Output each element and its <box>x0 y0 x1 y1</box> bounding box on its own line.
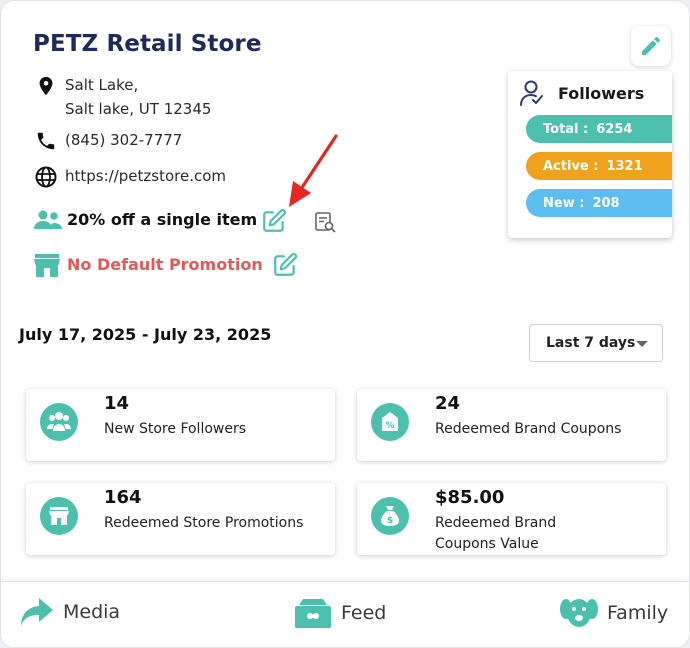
new-value: 208 <box>592 195 620 211</box>
stat-value: $85.00 <box>435 487 505 508</box>
promotion-text: 20% off a single item <box>67 210 258 229</box>
svg-text:%: % <box>385 421 394 431</box>
pet-bowl-icon <box>295 599 331 628</box>
address-row: Salt Lake, Salt lake, UT 12345 <box>33 73 211 121</box>
phone-icon <box>33 128 59 154</box>
bottom-nav: Media Feed Family <box>1 581 689 647</box>
people-group-icon <box>40 403 78 441</box>
edit-store-button[interactable] <box>631 26 671 66</box>
date-range: July 17, 2025 - July 23, 2025 <box>19 325 272 344</box>
edit-promotion-button[interactable] <box>261 208 287 238</box>
svg-text:$: $ <box>387 516 393 526</box>
nav-media[interactable]: Media <box>19 596 120 628</box>
phone-number[interactable]: (845) 302-7777 <box>65 131 183 149</box>
stat-card-new-followers: 14 New Store Followers <box>26 389 335 461</box>
stat-label: Redeemed Store Promotions <box>104 515 304 531</box>
phone-row: (845) 302-7777 <box>33 128 182 154</box>
followers-active-pill: Active : 1321 <box>526 152 672 180</box>
active-value: 1321 <box>606 158 643 174</box>
nav-family-label: Family <box>607 602 669 624</box>
edit-default-promotion-button[interactable] <box>272 252 298 282</box>
view-promotion-details-button[interactable] <box>313 210 337 238</box>
address-line1: Salt Lake, <box>65 76 139 94</box>
storefront-icon <box>40 497 78 535</box>
dog-face-icon <box>560 599 598 627</box>
store-name: PETZ Retail Store <box>33 31 262 57</box>
default-promotion-text: No Default Promotion <box>67 255 263 274</box>
money-bag-icon: $ <box>371 497 409 535</box>
share-arrow-icon <box>21 598 53 626</box>
stat-label: Redeemed Brand Coupons <box>435 421 622 437</box>
website-link[interactable]: https://petzstore.com <box>65 167 227 185</box>
edit-icon <box>274 253 297 276</box>
chevron-down-icon <box>636 341 648 347</box>
new-label: New : <box>543 195 585 211</box>
nav-family[interactable]: Family <box>559 596 668 630</box>
followers-card: Followers Total : 6254 Active : 1321 New… <box>508 71 672 238</box>
nav-feed-label: Feed <box>341 602 387 624</box>
annotation-arrow-icon <box>289 134 338 207</box>
promotion-row: 20% off a single item <box>33 207 257 233</box>
globe-icon <box>33 164 59 190</box>
followers-new-pill: New : 208 <box>526 189 672 217</box>
edit-icon <box>263 209 286 232</box>
storefront-icon <box>33 252 61 278</box>
coupon-tag-icon: % <box>371 403 409 441</box>
stat-value: 14 <box>104 393 130 414</box>
total-label: Total : <box>543 121 589 137</box>
period-select-value: Last 7 days <box>546 335 636 351</box>
stat-card-store-promotions: 164 Redeemed Store Promotions <box>26 483 335 555</box>
total-value: 6254 <box>596 121 633 137</box>
location-pin-icon <box>33 73 59 99</box>
address-line2: Salt lake, UT 12345 <box>65 100 212 118</box>
followers-title: Followers <box>558 83 645 103</box>
followers-total-pill: Total : 6254 <box>526 115 672 143</box>
pencil-icon <box>642 36 661 55</box>
stat-value: 164 <box>104 487 142 508</box>
website-row: https://petzstore.com <box>33 164 226 190</box>
stat-value: 24 <box>435 393 461 414</box>
stat-card-brand-coupons: % 24 Redeemed Brand Coupons <box>357 389 666 461</box>
people-icon <box>33 207 63 233</box>
active-label: Active : <box>543 158 599 174</box>
nav-feed[interactable]: Feed <box>293 596 386 630</box>
default-promotion-row: No Default Promotion <box>33 252 263 278</box>
nav-media-label: Media <box>63 601 121 623</box>
follower-check-icon <box>520 80 543 106</box>
search-document-icon <box>315 212 336 233</box>
stat-label: Redeemed Brand Coupons Value <box>435 515 557 552</box>
stat-card-coupons-value: $ $85.00 Redeemed Brand Coupons Value <box>357 483 666 555</box>
stat-label: New Store Followers <box>104 421 247 437</box>
period-select[interactable]: Last 7 days <box>529 324 663 362</box>
